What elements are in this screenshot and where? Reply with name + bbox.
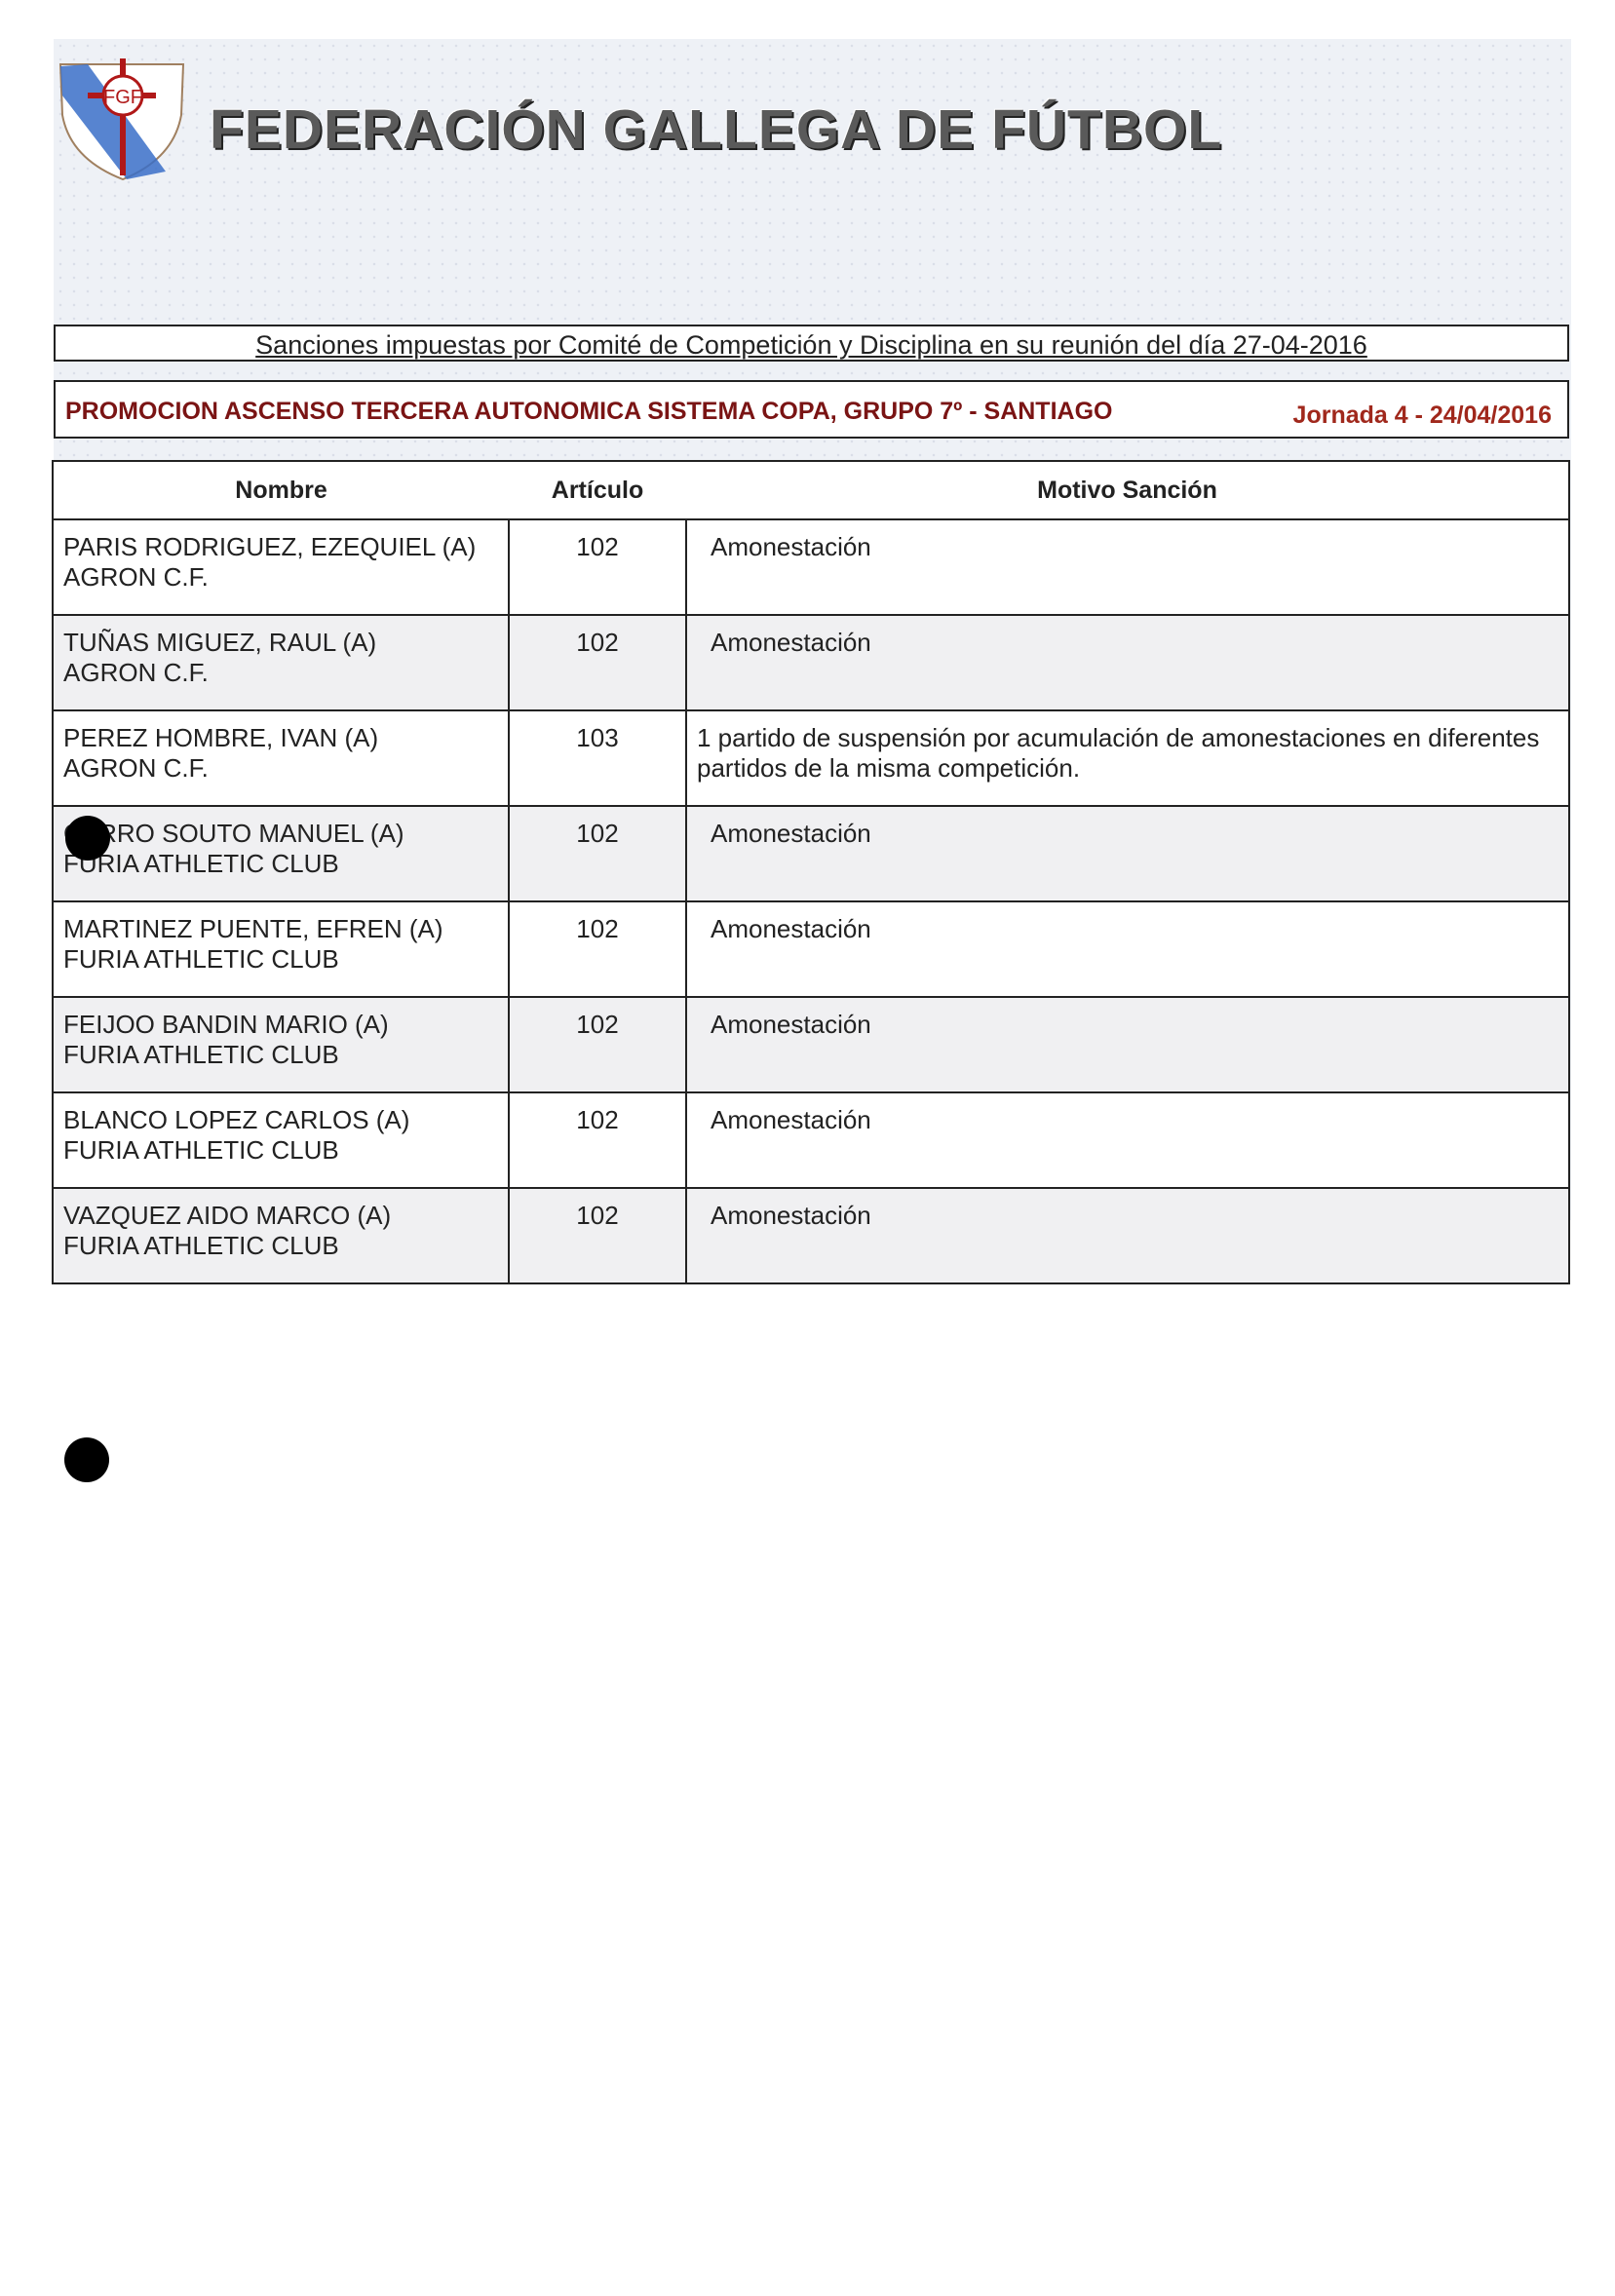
article-cell: 102 xyxy=(508,900,687,998)
federation-title: FEDERACIÓN GALLEGA DE FÚTBOL xyxy=(210,98,1223,161)
competition-name: PROMOCION ASCENSO TERCERA AUTONOMICA SIS… xyxy=(65,398,1113,425)
article-cell: 102 xyxy=(508,996,687,1093)
sanctions-table: Nombre Artículo Motivo Sanción PARIS ROD… xyxy=(52,460,1570,1284)
reason-cell: Amonestación xyxy=(685,1187,1570,1284)
club-name: FURIA ATHLETIC CLUB xyxy=(63,1135,339,1165)
player-name: MARTINEZ PUENTE, EFREN (A) xyxy=(63,914,443,943)
table-row: VAZQUEZ AIDO MARCO (A) FURIA ATHLETIC CLU… xyxy=(52,1187,1570,1284)
player-name: TUÑAS MIGUEZ, RAUL (A) xyxy=(63,628,377,657)
col-nombre: Nombre xyxy=(52,460,509,520)
player-name: PEREZ HOMBRE, IVAN (A) xyxy=(63,723,379,752)
punch-hole xyxy=(65,816,110,861)
club-name: FURIA ATHLETIC CLUB xyxy=(63,944,339,974)
player-name: BLANCO LOPEZ CARLOS (A) xyxy=(63,1105,410,1134)
club-name: FURIA ATHLETIC CLUB xyxy=(63,1231,339,1260)
player-name: VAZQUEZ AIDO MARCO (A) xyxy=(63,1201,392,1230)
club-name: FURIA ATHLETIC CLUB xyxy=(63,1040,339,1069)
table-row: FEIJOO BANDIN MARIO (A) FURIA ATHLETIC CL… xyxy=(52,996,1570,1093)
svg-text:FGF: FGF xyxy=(103,87,142,108)
meeting-title: Sanciones impuestas por Comité de Compet… xyxy=(54,325,1569,362)
club-name: AGRON C.F. xyxy=(63,658,209,687)
punch-hole xyxy=(64,1437,109,1482)
article-cell: 102 xyxy=(508,1091,687,1189)
player-cell: PEREZ HOMBRE, IVAN (A) AGRON C.F. xyxy=(52,709,510,807)
player-name: FEIJOO BANDIN MARIO (A) xyxy=(63,1010,389,1039)
reason-cell: Amonestación xyxy=(685,518,1570,616)
table-row: TUÑAS MIGUEZ, RAUL (A) AGRON C.F. 102 Amone… xyxy=(52,614,1570,711)
col-articulo: Artículo xyxy=(509,460,686,520)
table-row: BLANCO LOPEZ CARLOS (A) FURIA ATHLETIC CL… xyxy=(52,1091,1570,1189)
player-name: PARIS RODRIGUEZ, EZEQUIEL (A) xyxy=(63,532,477,561)
article-cell: 102 xyxy=(508,518,687,616)
player-cell: PARIS RODRIGUEZ, EZEQUIEL (A) AGRON C.F. xyxy=(52,518,510,616)
player-cell: BLANCO LOPEZ CARLOS (A) FURIA ATHLETIC CL… xyxy=(52,1091,510,1189)
club-name: AGRON C.F. xyxy=(63,562,209,592)
reason-cell: Amonestación xyxy=(685,900,1570,998)
reason-cell: Amonestación xyxy=(685,805,1570,902)
reason-cell: Amonestación xyxy=(685,614,1570,711)
article-cell: 102 xyxy=(508,1187,687,1284)
fgf-logo-shield: FGF xyxy=(58,58,185,181)
competition-bar: PROMOCION ASCENSO TERCERA AUTONOMICA SIS… xyxy=(54,380,1569,439)
table-row: CARRO SOUTO MANUEL (A) FURIA ATHLETIC CLU… xyxy=(52,805,1570,902)
player-cell: CARRO SOUTO MANUEL (A) FURIA ATHLETIC CLU… xyxy=(52,805,510,902)
player-name: CARRO SOUTO MANUEL (A) xyxy=(63,819,404,848)
player-cell: MARTINEZ PUENTE, EFREN (A) FURIA ATHLETIC… xyxy=(52,900,510,998)
player-cell: VAZQUEZ AIDO MARCO (A) FURIA ATHLETIC CLU… xyxy=(52,1187,510,1284)
col-motivo: Motivo Sanción xyxy=(686,460,1570,520)
article-cell: 103 xyxy=(508,709,687,807)
table-row: PEREZ HOMBRE, IVAN (A) AGRON C.F. 103 1 par… xyxy=(52,709,1570,807)
player-cell: FEIJOO BANDIN MARIO (A) FURIA ATHLETIC CL… xyxy=(52,996,510,1093)
article-cell: 102 xyxy=(508,805,687,902)
round-date: Jornada 4 - 24/04/2016 xyxy=(1292,402,1552,429)
reason-cell: 1 partido de suspensión por acumulación … xyxy=(685,709,1570,807)
article-cell: 102 xyxy=(508,614,687,711)
club-name: FURIA ATHLETIC CLUB xyxy=(63,849,339,878)
club-name: AGRON C.F. xyxy=(63,753,209,783)
table-row: MARTINEZ PUENTE, EFREN (A) FURIA ATHLETIC… xyxy=(52,900,1570,998)
player-cell: TUÑAS MIGUEZ, RAUL (A) AGRON C.F. xyxy=(52,614,510,711)
table-row: PARIS RODRIGUEZ, EZEQUIEL (A) AGRON C.F. 1… xyxy=(52,518,1570,616)
reason-cell: Amonestación xyxy=(685,1091,1570,1189)
reason-cell: Amonestación xyxy=(685,996,1570,1093)
